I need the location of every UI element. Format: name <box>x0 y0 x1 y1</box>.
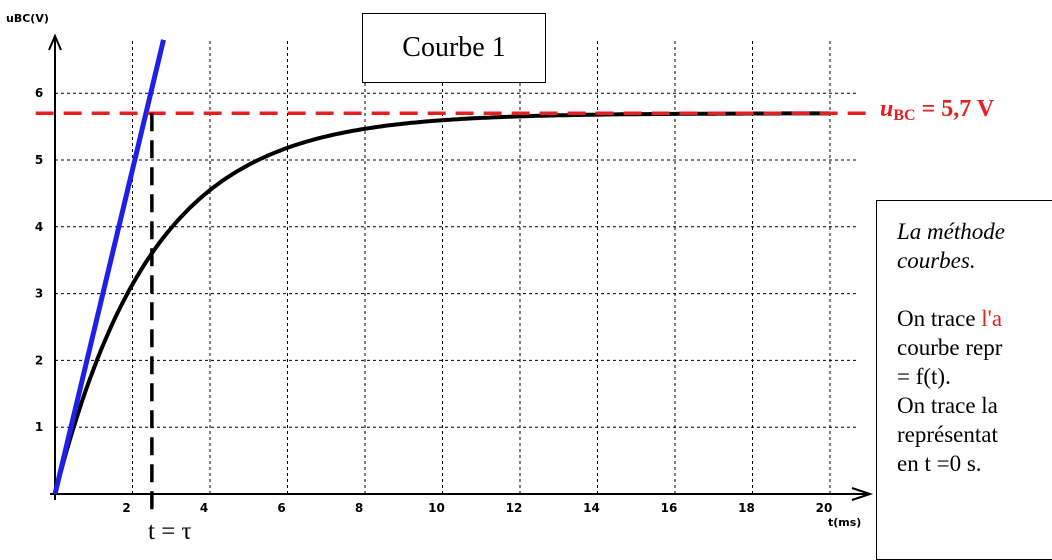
x-axis-label: t(ms) <box>828 516 861 529</box>
chart-title-text: Courbe 1 <box>402 32 506 63</box>
x-tick-label: 14 <box>583 501 600 515</box>
method-box: La méthode courbes. On trace l'a courbe … <box>876 200 1052 560</box>
method-line: courbes. <box>897 248 976 273</box>
x-tick-label: 4 <box>200 501 208 515</box>
tau-label: t = τ <box>148 518 192 545</box>
method-spacer <box>897 275 1052 304</box>
method-text: On trace <box>897 306 982 331</box>
x-tick-label: 18 <box>738 501 755 515</box>
method-line: La méthode <box>897 219 1005 244</box>
method-line: = f(t). <box>897 364 951 389</box>
method-line: On trace l'a <box>897 304 1052 333</box>
method-line: représentat <box>897 422 998 447</box>
x-tick-label: 6 <box>277 501 285 515</box>
x-tick-label: 20 <box>816 501 833 515</box>
x-tick-label: 12 <box>506 501 523 515</box>
method-line: courbe repr <box>897 335 1003 360</box>
x-tick-label: 16 <box>661 501 678 515</box>
x-tick-label: 8 <box>355 501 363 515</box>
method-highlight: l'a <box>981 306 1003 331</box>
y-tick-label: 2 <box>35 353 43 367</box>
y-tick-label: 1 <box>35 420 43 434</box>
series-line-voltage <box>53 111 830 495</box>
y-axis-label: uBC(V) <box>6 12 49 25</box>
grid <box>55 39 859 494</box>
series-line-tangent <box>52 39 166 495</box>
y-axis-arrow-icon <box>48 33 62 51</box>
chart-title: Courbe 1 <box>362 13 546 83</box>
asymptote-subscript: BC <box>893 107 916 124</box>
asymptote-variable: u <box>880 96 894 122</box>
reference-lines <box>35 111 875 518</box>
y-tick-label: 4 <box>35 220 43 234</box>
axes <box>48 33 874 501</box>
y-tick-label: 3 <box>35 287 43 301</box>
y-tick-label: 5 <box>35 153 43 167</box>
asymptote-value: = 5,7 V <box>915 96 995 122</box>
asymptote-label: uBC = 5,7 V <box>880 96 994 125</box>
series <box>52 39 830 495</box>
x-axis-arrow-icon <box>851 487 874 501</box>
method-line: On trace la <box>897 393 998 418</box>
method-line: en t =0 s. <box>897 451 982 476</box>
x-tick-label: 10 <box>428 501 445 515</box>
x-tick-label: 2 <box>122 501 130 515</box>
y-tick-label: 6 <box>35 86 43 100</box>
